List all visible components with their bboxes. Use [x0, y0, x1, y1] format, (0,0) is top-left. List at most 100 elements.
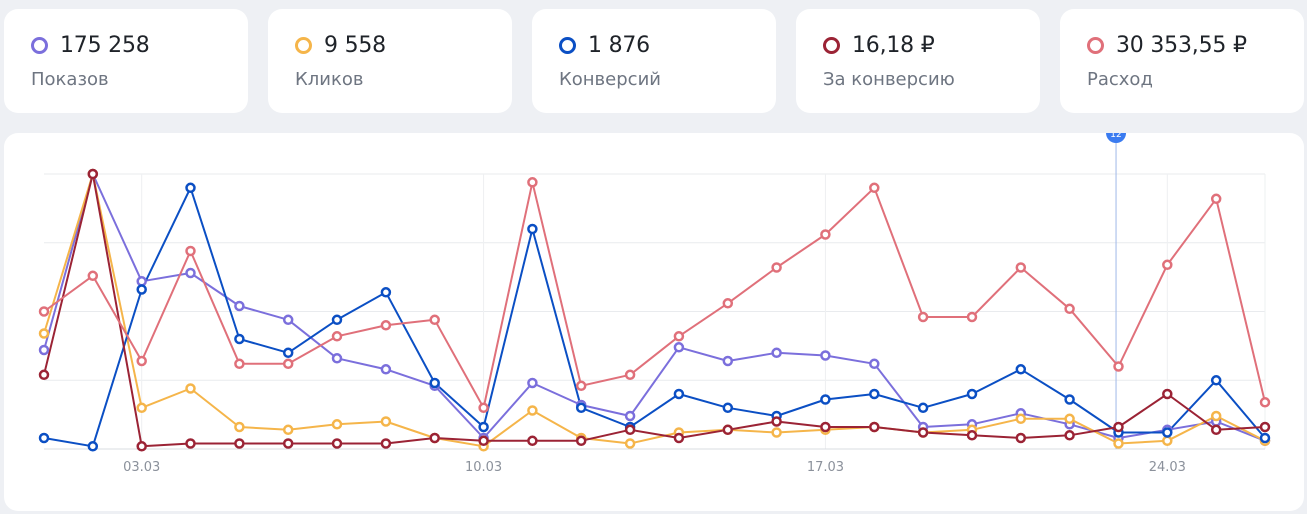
data-point-series-2[interactable] — [1015, 364, 1027, 375]
data-point-series-3[interactable] — [527, 435, 538, 447]
data-point-series-2[interactable] — [722, 402, 734, 414]
data-point-series-4[interactable] — [722, 298, 734, 309]
data-point-series-3[interactable] — [820, 421, 831, 433]
data-point-series-3[interactable] — [1064, 430, 1075, 441]
data-point-series-2[interactable] — [527, 223, 538, 235]
data-point-series-2[interactable] — [869, 388, 880, 400]
hover-marker-badge[interactable] — [1106, 133, 1127, 143]
data-point-series-4[interactable] — [478, 402, 489, 414]
data-point-series-3[interactable] — [234, 438, 245, 449]
data-point-series-2[interactable] — [1259, 432, 1271, 444]
data-point-series-4[interactable] — [234, 358, 245, 370]
data-point-series-4[interactable] — [1015, 262, 1027, 273]
data-point-series-2[interactable] — [478, 421, 489, 433]
data-point-series-0[interactable] — [136, 276, 147, 287]
data-point-series-0[interactable] — [869, 358, 880, 370]
data-point-series-3[interactable] — [1015, 432, 1027, 444]
data-point-series-4[interactable] — [331, 331, 343, 342]
data-point-series-1[interactable] — [234, 421, 245, 433]
data-point-series-1[interactable] — [1064, 413, 1075, 425]
data-point-series-3[interactable] — [673, 432, 685, 444]
data-point-series-3[interactable] — [722, 424, 734, 436]
data-point-series-0[interactable] — [331, 353, 343, 364]
metric-card-impressions[interactable]: 175 258 Показов — [4, 9, 248, 113]
data-point-series-3[interactable] — [185, 438, 196, 449]
data-point-series-3[interactable] — [624, 424, 636, 436]
data-point-series-2[interactable] — [87, 441, 99, 452]
data-point-series-4[interactable] — [966, 311, 978, 323]
data-point-series-1[interactable] — [1113, 438, 1124, 449]
data-point-series-4[interactable] — [1210, 193, 1222, 205]
data-point-series-0[interactable] — [380, 364, 392, 375]
data-point-series-3[interactable] — [575, 435, 587, 447]
data-point-series-0[interactable] — [673, 342, 685, 353]
data-point-series-2[interactable] — [917, 402, 929, 414]
data-point-series-2[interactable] — [282, 347, 294, 359]
data-point-series-4[interactable] — [1259, 397, 1271, 408]
data-point-series-4[interactable] — [771, 262, 782, 273]
data-point-series-3[interactable] — [478, 435, 489, 447]
metric-card-clicks[interactable]: 9 558 Кликов — [268, 9, 512, 113]
data-point-series-0[interactable] — [771, 347, 782, 359]
data-point-series-3[interactable] — [429, 432, 440, 444]
data-point-series-1[interactable] — [185, 383, 196, 394]
data-point-series-4[interactable] — [1064, 303, 1075, 315]
data-point-series-0[interactable] — [185, 267, 196, 279]
data-point-series-4[interactable] — [185, 245, 196, 257]
data-point-series-0[interactable] — [38, 344, 50, 356]
data-point-series-2[interactable] — [575, 402, 587, 414]
data-point-series-2[interactable] — [966, 388, 978, 400]
data-point-series-3[interactable] — [1210, 424, 1222, 436]
data-point-series-1[interactable] — [771, 427, 782, 438]
data-point-series-3[interactable] — [869, 421, 880, 433]
data-point-series-1[interactable] — [136, 402, 147, 414]
data-point-series-3[interactable] — [1259, 421, 1271, 433]
data-point-series-4[interactable] — [917, 311, 929, 323]
data-point-series-1[interactable] — [527, 405, 538, 416]
data-point-series-2[interactable] — [136, 284, 147, 295]
data-point-series-2[interactable] — [38, 432, 50, 444]
data-point-series-3[interactable] — [1113, 421, 1124, 433]
data-point-series-4[interactable] — [429, 314, 440, 326]
data-point-series-3[interactable] — [282, 438, 294, 449]
data-point-series-1[interactable] — [624, 438, 636, 449]
data-point-series-4[interactable] — [869, 182, 880, 194]
data-point-series-4[interactable] — [527, 177, 538, 188]
data-point-series-4[interactable] — [380, 320, 392, 331]
data-point-series-2[interactable] — [1210, 375, 1222, 386]
metric-card-cost-per-conversion[interactable]: 16,18 ₽ За конверсию — [796, 9, 1040, 113]
metric-card-conversions[interactable]: 1 876 Конверсий — [532, 9, 776, 113]
data-point-series-3[interactable] — [331, 438, 343, 449]
data-point-series-1[interactable] — [1210, 410, 1222, 422]
data-point-series-3[interactable] — [380, 438, 392, 449]
data-point-series-0[interactable] — [820, 350, 831, 361]
data-point-series-2[interactable] — [331, 314, 343, 326]
data-point-series-4[interactable] — [38, 306, 50, 317]
data-point-series-0[interactable] — [234, 300, 245, 312]
data-point-series-4[interactable] — [820, 229, 831, 240]
data-point-series-3[interactable] — [136, 441, 147, 452]
data-point-series-0[interactable] — [527, 377, 538, 389]
data-point-series-1[interactable] — [380, 416, 392, 427]
data-point-series-2[interactable] — [185, 182, 196, 194]
data-point-series-2[interactable] — [1162, 427, 1173, 438]
data-point-series-3[interactable] — [771, 416, 782, 427]
data-point-series-4[interactable] — [624, 369, 636, 381]
data-point-series-0[interactable] — [722, 355, 734, 367]
data-point-series-4[interactable] — [673, 331, 685, 342]
data-point-series-0[interactable] — [282, 314, 294, 326]
data-point-series-4[interactable] — [1162, 259, 1173, 271]
metric-card-spend[interactable]: 30 353,55 ₽ Расход — [1060, 9, 1304, 113]
data-point-series-1[interactable] — [1015, 413, 1027, 425]
data-point-series-2[interactable] — [1064, 394, 1075, 405]
data-point-series-4[interactable] — [575, 380, 587, 392]
data-point-series-0[interactable] — [624, 410, 636, 422]
data-point-series-3[interactable] — [966, 430, 978, 441]
data-point-series-4[interactable] — [87, 270, 99, 282]
data-point-series-1[interactable] — [282, 424, 294, 436]
data-point-series-2[interactable] — [429, 377, 440, 389]
data-point-series-2[interactable] — [673, 388, 685, 400]
data-point-series-3[interactable] — [917, 427, 929, 438]
data-point-series-2[interactable] — [380, 287, 392, 298]
data-point-series-3[interactable] — [38, 369, 50, 381]
